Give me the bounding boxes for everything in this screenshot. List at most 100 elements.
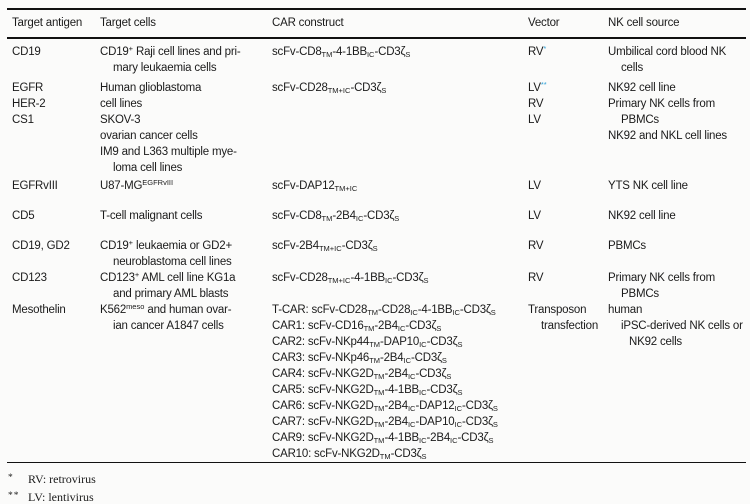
cell-antigen: CD123 (12, 270, 100, 286)
table-cell-line: LV (528, 113, 541, 126)
table-cell-line: CD19, GD2 (12, 239, 70, 252)
cell-vector: RV (528, 270, 608, 286)
table-cell-line: scFv-CD8TM-2B4IC-CD3ζS (272, 209, 400, 223)
cell-construct: scFv-2B4TM+IC-CD3ζS (272, 238, 528, 254)
table-cell-line: CAR6: scFv-NKG2DTM-2B4IC-DAP12IC-CD3ζS (272, 399, 498, 413)
table-cell-line: Primary NK cells from (608, 271, 715, 284)
cell-vector: RV (528, 238, 608, 254)
table-cell-line: loma cell lines (113, 161, 183, 174)
cell-source: PBMCs (608, 238, 746, 254)
cell-antigen: CD19, GD2 (12, 238, 100, 254)
table-cell-line: U87-MGEGFRvIII (100, 177, 174, 192)
table-row: CD19 CD19+ Raji cell lines and pri-mary l… (0, 44, 750, 76)
table-cell-line: cells (621, 61, 644, 74)
table-cell-line: CD123 (12, 271, 47, 284)
footnote-text: LV: lentivirus (28, 490, 94, 504)
table-row: EGFRvIII U87-MGEGFRvIII scFv-DAP12TM+IC LV Y… (0, 178, 750, 194)
table-cell-line: PBMCs (621, 287, 659, 300)
table-rule-top (7, 8, 746, 10)
table-row: CD19, GD2 CD19+ leukaemia or GD2+ neurobla… (0, 238, 750, 270)
cell-cells: Human glioblastoma cell lines SKOV-3 ovaria… (100, 80, 272, 176)
table-cell-line: NK92 and NKL cell lines (608, 129, 727, 142)
table-cell-line: LV** (528, 79, 547, 94)
table-cell-line: Umbilical cord blood NK (608, 45, 727, 58)
table-cell-line: transfection (541, 319, 599, 332)
table-cell-line: scFv-CD28TM+IC-4-1BBIC-CD3ζS (272, 271, 429, 285)
table-cell-line: RV (528, 239, 544, 252)
table-cell-line: NK92 cell line (608, 209, 676, 222)
table-cell-line: scFv-DAP12TM+IC (272, 179, 358, 193)
table-body: CD19 CD19+ Raji cell lines and pri-mary l… (0, 39, 750, 462)
table-cell-line: and primary AML blasts (113, 287, 229, 300)
table-row: CD123 CD123+ AML cell line KG1a and primar… (0, 270, 750, 302)
cell-cells: CD19+ Raji cell lines and pri-mary leuka… (100, 44, 272, 76)
table-cell-line: K562meso and human ovar- (100, 301, 232, 316)
column-header-car-construct: CAR construct (272, 17, 344, 29)
table-cell-line: EGFRvIII (12, 179, 58, 192)
table-cell-line: CD19+ Raji cell lines and pri- (100, 43, 241, 58)
table-cell-line: ovarian cancer cells (100, 129, 198, 142)
table-cell-line: LV (528, 209, 541, 222)
table-row: EGFR HER-2 CS1 Human glioblastoma cell lines… (0, 80, 750, 176)
table-cell-line: CAR4: scFv-NKG2DTM-2B4IC-CD3ζS (272, 367, 452, 381)
cell-source: NK92 cell line Primary NK cells from PBMCs… (608, 80, 746, 144)
column-header-nk-cell-source: NK cell source (608, 17, 680, 29)
cell-cells: U87-MGEGFRvIII (100, 178, 272, 194)
cell-construct: scFv-DAP12TM+IC (272, 178, 528, 194)
table-cell-line: cell lines (100, 97, 143, 110)
cell-source: Umbilical cord blood NK cells (608, 44, 746, 76)
column-header-target-cells: Target cells (100, 17, 156, 29)
cell-antigen: CD5 (12, 208, 100, 224)
table-cell-line: CAR3: scFv-NKp46TM-2B4IC-CD3ζS (272, 351, 447, 365)
cell-source: NK92 cell line (608, 208, 746, 224)
cell-cells: T-cell malignant cells (100, 208, 272, 224)
table-cell-line: T-CAR: scFv-CD28TM-CD28IC-4-1BBIC-CD3ζS (272, 303, 496, 317)
table-cell-line: PBMCs (621, 113, 659, 126)
cell-antigen: EGFRvIII (12, 178, 100, 194)
table-cell-line: mary leukaemia cells (113, 61, 217, 74)
table-cell-line: scFv-CD8TM-4-1BBIC-CD3ζS (272, 45, 411, 59)
table-cell-line: HER-2 (12, 97, 46, 110)
table-cell-line: YTS NK cell line (608, 179, 688, 192)
cell-cells: K562meso and human ovar-ian cancer A1847… (100, 302, 272, 334)
footnote: ** LV: lentivirus (4, 488, 750, 504)
table-cell-line: LV (528, 179, 541, 192)
cell-antigen: Mesothelin (12, 302, 100, 318)
table-cell-line: Primary NK cells from (608, 97, 715, 110)
table-cell-line: CAR2: scFv-NKp44TM-DAP10IC-CD3ζS (272, 335, 463, 349)
table-cell-line: Human glioblastoma (100, 81, 202, 94)
table-cell-line: CAR9: scFv-NKG2DTM-4-1BBIC-2B4IC-CD3ζS (272, 431, 494, 445)
table-cell-line: iPSC-derived NK cells or (621, 319, 743, 332)
footnote-text: RV: retrovirus (28, 472, 96, 486)
cell-construct: scFv-CD28TM+IC-CD3ζS (272, 80, 528, 96)
table-cell-line: CS1 (12, 113, 34, 126)
table-cell-line: human (608, 303, 643, 316)
cell-vector: Transposon transfection (528, 302, 608, 334)
table-rule-header (7, 37, 746, 39)
footnotes: * RV: retrovirus ** LV: lentivirus (0, 463, 750, 504)
column-header-vector: Vector (528, 17, 560, 29)
table-cell-line: NK92 cells (629, 335, 682, 348)
table-cell-line: CD19 (12, 45, 41, 58)
column-header-target-antigen: Target antigen (12, 17, 83, 29)
table-cell-line: ian cancer A1847 cells (113, 319, 224, 332)
table-cell-line: PBMCs (608, 239, 646, 252)
footnote: * RV: retrovirus (4, 470, 750, 488)
table-cell-line: scFv-CD28TM+IC-CD3ζS (272, 81, 387, 95)
table-cell-line: neuroblastoma cell lines (113, 255, 232, 268)
footnote-marker: ** (8, 491, 20, 501)
cell-source: Primary NK cells from PBMCs (608, 270, 746, 302)
table-header-row: Target antigen Target cells CAR construc… (0, 10, 750, 37)
cell-cells: CD123+ AML cell line KG1a and primary AML… (100, 270, 272, 302)
table-cell-line: CD123+ AML cell line KG1a (100, 269, 236, 284)
table-cell-line: CAR7: scFv-NKG2DTM-2B4IC-DAP10IC-CD3ζS (272, 415, 498, 429)
table-cell-line: IM9 and L363 multiple mye- (100, 145, 237, 158)
table-row: Mesothelin K562meso and human ovar-ian ca… (0, 302, 750, 462)
table-cell-line: scFv-2B4TM+IC-CD3ζS (272, 239, 378, 253)
table-cell-line: RV (528, 97, 544, 110)
cell-source: YTS NK cell line (608, 178, 746, 194)
table-cell-line: RV* (528, 43, 547, 58)
footnote-marker: * (8, 473, 14, 483)
cell-construct: T-CAR: scFv-CD28TM-CD28IC-4-1BBIC-CD3ζS C… (272, 302, 528, 462)
